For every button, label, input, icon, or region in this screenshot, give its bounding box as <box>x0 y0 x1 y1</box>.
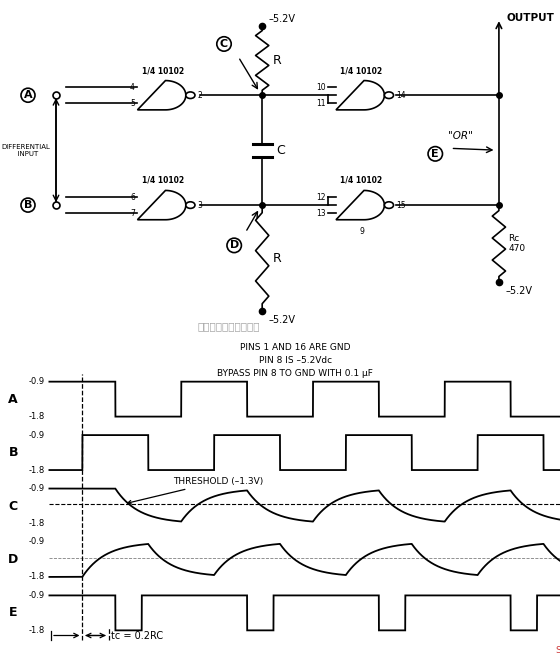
Text: 1/4 10102: 1/4 10102 <box>142 66 184 75</box>
Text: -1.8: -1.8 <box>28 519 44 528</box>
Text: DIFFERENTIAL
  INPUT: DIFFERENTIAL INPUT <box>1 144 50 157</box>
Text: -1.8: -1.8 <box>28 466 44 475</box>
Text: 1/4 10102: 1/4 10102 <box>340 176 382 185</box>
Text: D: D <box>230 241 239 250</box>
Text: tᴄ = 0.2RC: tᴄ = 0.2RC <box>111 630 164 640</box>
Text: –5.2V: –5.2V <box>268 14 295 24</box>
Text: OUTPUT: OUTPUT <box>507 13 554 24</box>
Circle shape <box>384 92 394 99</box>
Text: E: E <box>9 606 17 619</box>
Text: -0.9: -0.9 <box>29 538 44 547</box>
Text: 3: 3 <box>198 201 202 209</box>
Text: 14: 14 <box>396 91 405 99</box>
Text: C: C <box>277 144 285 157</box>
Text: A: A <box>24 90 32 100</box>
Text: -0.9: -0.9 <box>29 430 44 439</box>
Text: 15: 15 <box>396 201 405 209</box>
Text: StеkiС⊙m: StеkiС⊙m <box>556 645 560 654</box>
PathPatch shape <box>336 190 384 220</box>
PathPatch shape <box>137 190 186 220</box>
Text: -0.9: -0.9 <box>29 377 44 386</box>
Text: 13: 13 <box>316 209 326 218</box>
PathPatch shape <box>336 80 384 110</box>
Text: B: B <box>24 200 32 210</box>
Text: Rᴄ
470: Rᴄ 470 <box>508 234 525 253</box>
PathPatch shape <box>137 80 186 110</box>
Text: -1.8: -1.8 <box>28 572 44 581</box>
Text: "OR": "OR" <box>449 131 473 141</box>
Text: PIN 8 IS –5.2Vdc: PIN 8 IS –5.2Vdc <box>259 356 332 365</box>
Circle shape <box>186 92 195 99</box>
Text: A: A <box>8 392 18 405</box>
Text: 1/4 10102: 1/4 10102 <box>340 66 382 75</box>
Text: –5.2V: –5.2V <box>505 286 532 296</box>
Text: 9: 9 <box>359 227 364 236</box>
Text: 杭州将睿科技有限公司: 杭州将睿科技有限公司 <box>198 321 260 331</box>
Text: E: E <box>431 149 439 159</box>
Text: THRESHOLD (–1.3V): THRESHOLD (–1.3V) <box>128 477 263 504</box>
Text: C: C <box>220 39 228 49</box>
Text: C: C <box>8 500 18 513</box>
Text: 12: 12 <box>316 192 326 201</box>
Text: -0.9: -0.9 <box>29 591 44 600</box>
Text: D: D <box>8 553 18 566</box>
Text: -0.9: -0.9 <box>29 484 44 493</box>
Text: 2: 2 <box>198 91 202 99</box>
Text: –5.2V: –5.2V <box>268 315 295 325</box>
Text: -1.8: -1.8 <box>28 626 44 635</box>
Text: 10: 10 <box>316 82 326 92</box>
Text: 4: 4 <box>130 82 135 92</box>
Text: B: B <box>8 446 18 459</box>
Text: -1.8: -1.8 <box>28 412 44 421</box>
Text: 11: 11 <box>316 99 326 108</box>
Text: R: R <box>272 54 281 67</box>
Text: PINS 1 AND 16 ARE GND: PINS 1 AND 16 ARE GND <box>240 343 351 353</box>
Text: 7: 7 <box>130 209 135 218</box>
Circle shape <box>384 202 394 209</box>
Circle shape <box>186 202 195 209</box>
Text: 1/4 10102: 1/4 10102 <box>142 176 184 185</box>
Text: R: R <box>272 252 281 265</box>
Text: 5: 5 <box>130 99 135 108</box>
Text: BYPASS PIN 8 TO GND WITH 0.1 μF: BYPASS PIN 8 TO GND WITH 0.1 μF <box>217 369 373 378</box>
Text: 6: 6 <box>130 192 135 201</box>
